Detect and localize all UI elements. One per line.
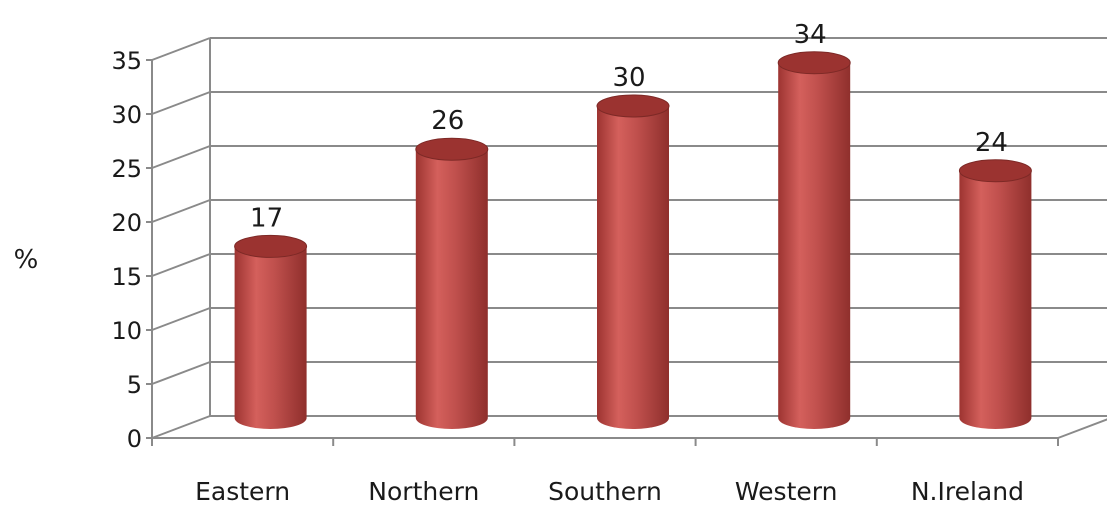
label-layer: 0 5 10 15 20 25 30 35 17 Eastern 26 Northern 30 South… (111, 20, 1024, 506)
bar-top (415, 137, 489, 161)
y-tick-label: 10 (111, 317, 142, 345)
gridline-side-30 (151, 91, 211, 115)
bar-top (958, 159, 1032, 183)
axis-layer (146, 38, 1107, 446)
y-tick-label: 30 (111, 101, 142, 129)
gridline-side-0 (151, 415, 211, 439)
floor-right-edge (1057, 418, 1107, 439)
bar-western (777, 51, 851, 430)
bar-top (777, 51, 851, 75)
data-label: 17 (250, 203, 283, 233)
bar-body (959, 170, 1032, 430)
y-tick-label: 25 (111, 155, 142, 183)
gridline-side-10 (151, 307, 211, 331)
data-label: 26 (431, 106, 464, 136)
y-axis-label: % (14, 245, 39, 275)
x-tick-label: Western (735, 477, 838, 506)
bar-body (778, 62, 851, 430)
bar-southern (596, 94, 670, 429)
y-tick-label: 0 (127, 425, 142, 453)
bar-layer (234, 51, 1032, 430)
bar-northern (415, 137, 489, 429)
gridline-side-20 (151, 199, 211, 223)
bar-top (596, 94, 670, 118)
gridline-side-5 (151, 361, 211, 385)
y-tick-label: 20 (111, 209, 142, 237)
y-tick-label: 15 (111, 263, 142, 291)
y-tick-label: 5 (127, 371, 142, 399)
bar-eastern (234, 234, 308, 429)
x-tick-label: Northern (368, 477, 479, 506)
bar-nireland (958, 159, 1032, 430)
data-label: 30 (612, 63, 645, 93)
data-label: 24 (975, 128, 1008, 158)
bar-body (234, 246, 307, 429)
bar-body (597, 106, 669, 429)
gridline-side-25 (151, 145, 211, 169)
x-tick-label: N.Ireland (911, 477, 1024, 506)
y-tick-label: 35 (111, 47, 142, 75)
x-tick-label: Southern (548, 477, 662, 506)
gridline-side-15 (151, 253, 211, 277)
bar-top (234, 234, 308, 258)
gridline-side-35 (151, 37, 211, 61)
bar-body (415, 149, 488, 429)
x-tick-label: Eastern (195, 477, 290, 506)
data-label: 34 (794, 20, 827, 50)
